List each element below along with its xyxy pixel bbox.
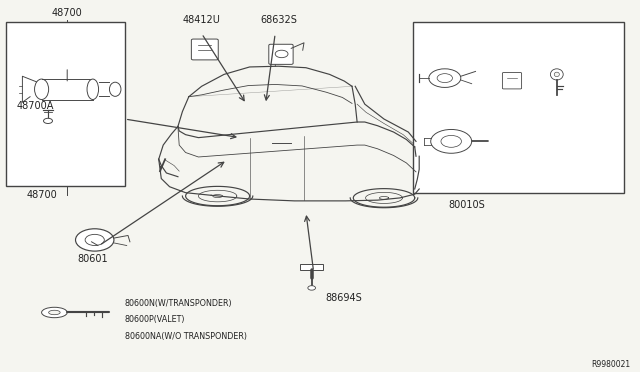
Text: 48700: 48700 [52, 8, 83, 18]
Text: 48412U: 48412U [182, 16, 221, 25]
Ellipse shape [35, 79, 49, 99]
Text: 88694S: 88694S [325, 293, 362, 302]
Circle shape [76, 229, 114, 251]
Bar [6, 22, 125, 186]
Ellipse shape [42, 307, 67, 318]
Circle shape [308, 286, 316, 290]
Ellipse shape [550, 69, 563, 80]
Ellipse shape [554, 72, 559, 77]
FancyBboxPatch shape [269, 44, 293, 64]
Ellipse shape [87, 79, 99, 99]
Ellipse shape [109, 82, 121, 96]
FancyBboxPatch shape [191, 39, 218, 60]
Text: 48700: 48700 [26, 190, 57, 200]
Text: 48700A: 48700A [17, 101, 54, 111]
FancyBboxPatch shape [502, 73, 522, 89]
Text: 68632S: 68632S [260, 16, 297, 25]
Circle shape [85, 234, 104, 246]
Text: R9980021: R9980021 [591, 360, 630, 369]
Circle shape [437, 74, 452, 83]
Circle shape [441, 135, 461, 147]
Text: 80600NA(W/O TRANSPONDER): 80600NA(W/O TRANSPONDER) [125, 332, 247, 341]
Circle shape [275, 50, 288, 58]
Text: 80601: 80601 [77, 254, 108, 263]
Text: 80600N(W/TRANSPONDER): 80600N(W/TRANSPONDER) [125, 299, 232, 308]
Bar [300, 264, 323, 270]
Text: 80600P(VALET): 80600P(VALET) [125, 315, 186, 324]
Text: 80010S: 80010S [449, 200, 486, 209]
Circle shape [429, 69, 461, 87]
Bar [413, 22, 624, 193]
Circle shape [431, 129, 472, 153]
Circle shape [44, 118, 52, 124]
Ellipse shape [49, 310, 60, 315]
